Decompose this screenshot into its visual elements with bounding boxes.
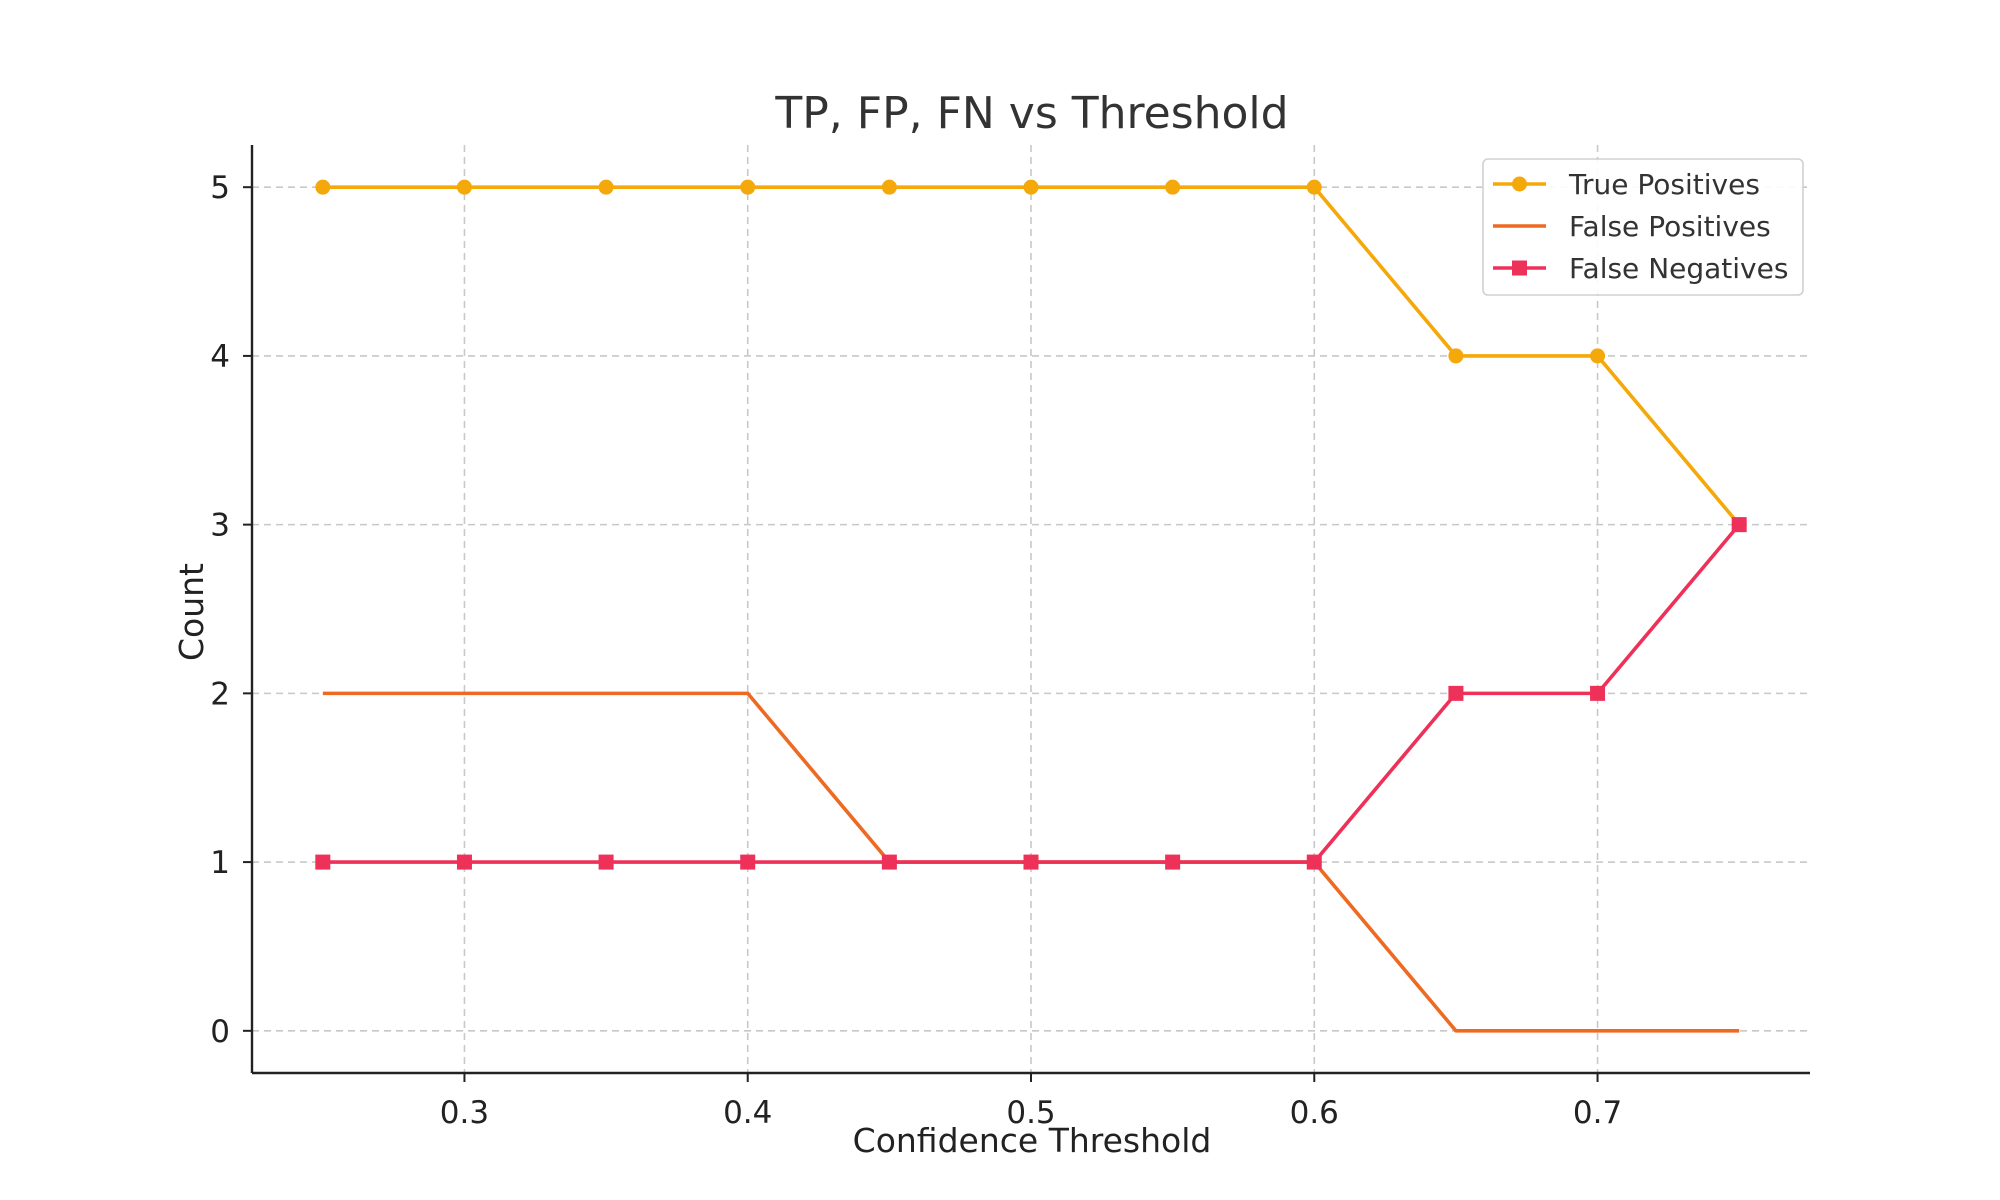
series-false-negatives (315, 517, 1747, 870)
data-point (456, 179, 472, 195)
data-point (1448, 685, 1464, 701)
legend-marker (1512, 260, 1527, 276)
y-tick-label: 3 (210, 508, 230, 544)
data-point (1165, 854, 1181, 870)
data-point (881, 854, 897, 870)
x-tick-label: 0.5 (1006, 1095, 1055, 1131)
chart-title: TP, FP, FN vs Threshold (774, 88, 1288, 139)
x-axis-ticks: 0.3 0.4 0.5 0.6 0.7 (440, 1073, 1622, 1131)
y-axis-ticks: 0 1 2 3 4 5 (210, 170, 252, 1050)
y-tick-label: 0 (210, 1014, 230, 1050)
legend-label: False Positives (1569, 210, 1771, 243)
data-point (1023, 854, 1039, 870)
y-tick-label: 1 (210, 845, 230, 881)
series-lines (315, 179, 1747, 1033)
y-tick-label: 2 (210, 676, 230, 712)
data-point (1590, 685, 1606, 701)
legend-marker (1512, 176, 1527, 192)
legend-label: False Negatives (1569, 252, 1788, 285)
y-axis-label: Count (172, 563, 211, 661)
y-tick-label: 4 (210, 339, 230, 375)
data-point (315, 854, 331, 870)
x-tick-label: 0.6 (1290, 1095, 1339, 1131)
data-point (740, 854, 756, 870)
data-point (598, 854, 614, 870)
data-point (1731, 517, 1747, 533)
legend-item-false-positives: False Positives (1493, 210, 1771, 243)
x-tick-label: 0.7 (1573, 1095, 1622, 1131)
data-point (1165, 179, 1181, 195)
y-tick-label: 5 (210, 170, 230, 206)
x-tick-label: 0.4 (723, 1095, 772, 1131)
data-point (1448, 348, 1464, 364)
data-point (740, 179, 756, 195)
legend: True Positives False Positives False Negat… (1482, 158, 1804, 296)
data-point (456, 854, 472, 870)
legend-label: True Positives (1568, 168, 1760, 201)
legend-item-false-negatives: False Negatives (1493, 252, 1788, 285)
data-point (1023, 179, 1039, 195)
x-tick-label: 0.3 (440, 1095, 489, 1131)
data-point (1306, 854, 1322, 870)
data-point (315, 179, 331, 195)
legend-item-true-positives: True Positives (1493, 168, 1760, 201)
x-axis-label: Confidence Threshold (853, 1121, 1212, 1160)
data-point (881, 179, 897, 195)
data-point (598, 179, 614, 195)
data-point (1306, 179, 1322, 195)
data-point (1590, 348, 1606, 364)
legend-frame (1482, 158, 1804, 296)
